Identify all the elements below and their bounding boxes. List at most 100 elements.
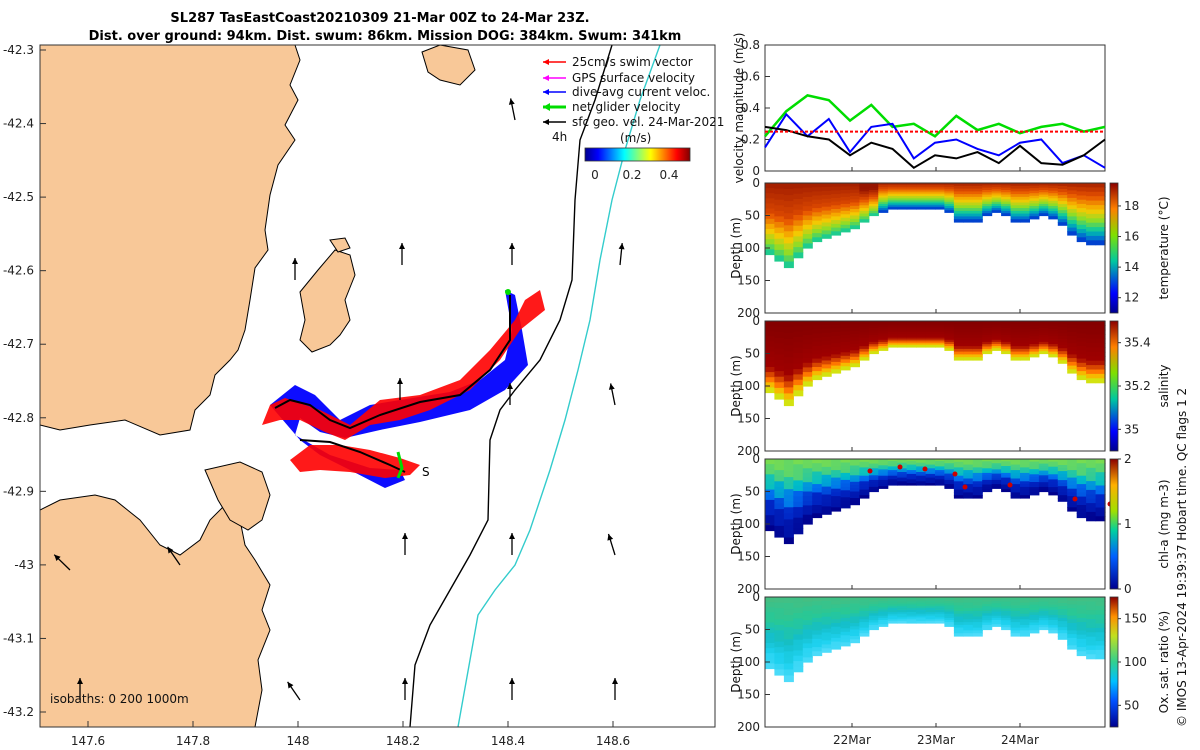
- profile-cell: [953, 616, 964, 620]
- profile-cell: [887, 207, 898, 210]
- profile-cell: [831, 354, 842, 359]
- profile-cell: [916, 199, 927, 203]
- profile-cell: [925, 468, 936, 471]
- profile-cell: [793, 602, 804, 609]
- profile-cell: [963, 605, 974, 609]
- profile-cell: [1048, 466, 1059, 470]
- velocity-ytick: 0: [752, 164, 760, 178]
- profile-cell: [897, 341, 908, 344]
- profile-cell: [868, 332, 879, 336]
- profile-cell: [1057, 213, 1068, 217]
- profile-cell: [765, 239, 775, 245]
- profile-cell: [1020, 323, 1030, 328]
- profile-cell: [972, 599, 983, 604]
- profile-cell: [991, 321, 1002, 324]
- profile-cell: [1020, 321, 1030, 325]
- profile-cell: [802, 325, 813, 331]
- profile-cell: [868, 463, 879, 467]
- profile-cell: [916, 194, 927, 197]
- profile-cell: [868, 328, 879, 331]
- profile-cell: [1038, 622, 1049, 626]
- profile-cell: [812, 479, 823, 485]
- profile-cell: [1010, 602, 1021, 606]
- profile-cell: [831, 611, 842, 617]
- profile-cell: [1029, 602, 1040, 606]
- profile-cell: [878, 331, 889, 335]
- profile-cell: [859, 354, 870, 358]
- chla-high-dot: [952, 471, 958, 477]
- chla-high-dot: [867, 468, 873, 474]
- time-tick-label: 23Mar: [917, 733, 955, 747]
- profile-cell: [793, 496, 804, 503]
- profile-cell: [982, 341, 993, 345]
- profile-cell: [793, 209, 804, 216]
- profile-cell: [953, 605, 964, 609]
- profile-cell: [1048, 331, 1059, 335]
- profile-cell: [963, 475, 974, 480]
- profile-cell: [840, 610, 851, 615]
- profile-cell: [1020, 619, 1030, 623]
- profile-cell: [878, 333, 889, 337]
- profile-cell: [783, 633, 794, 640]
- profile-cell: [783, 459, 794, 466]
- profile-cell: [925, 613, 936, 617]
- profile-cell: [793, 225, 804, 232]
- chla-panel-ytick: 50: [745, 485, 760, 499]
- profile-cell: [831, 630, 842, 635]
- profile-cell: [850, 481, 860, 486]
- profile-cell: [916, 330, 927, 333]
- time-tick-label: 22Mar: [833, 733, 871, 747]
- profile-cell: [1086, 463, 1097, 469]
- profile-cell: [1048, 492, 1059, 496]
- profile-cell: [944, 597, 955, 600]
- profile-cell: [925, 619, 936, 622]
- profile-cell: [1038, 459, 1049, 462]
- profile-cell: [774, 337, 785, 344]
- profile-cell: [1076, 471, 1087, 477]
- profile-cell: [1038, 323, 1049, 327]
- profile-cell: [887, 460, 898, 464]
- profile-cell: [1020, 478, 1030, 482]
- profile-cell: [868, 208, 879, 212]
- profile-cell: [1095, 351, 1106, 357]
- profile-cell: [925, 604, 936, 607]
- profile-cell: [774, 233, 785, 240]
- profile-cell: [1029, 487, 1040, 491]
- profile-cell: [812, 220, 823, 226]
- profile-cell: [793, 337, 804, 343]
- profile-cell: [783, 603, 794, 610]
- profile-cell: [906, 479, 917, 482]
- profile-cell: [972, 610, 983, 615]
- profile-cell: [1076, 375, 1087, 381]
- profile-cell: [906, 188, 917, 192]
- profile-cell: [1057, 192, 1068, 196]
- profile-cell: [850, 616, 860, 621]
- profile-cell: [1038, 201, 1049, 205]
- profile-cell: [982, 627, 993, 631]
- profile-cell: [972, 216, 983, 220]
- sfc-geo-arrowhead: [612, 678, 618, 684]
- profile-cell: [1067, 630, 1078, 635]
- profile-cell: [1020, 194, 1030, 198]
- profile-cell: [897, 335, 908, 339]
- profile-cell: [783, 501, 794, 508]
- profile-cell: [925, 597, 936, 600]
- profile-cell: [840, 362, 851, 367]
- profile-cell: [925, 207, 936, 210]
- profile-cell: [868, 627, 879, 631]
- profile-cell: [887, 479, 898, 482]
- profile-cell: [1095, 209, 1106, 215]
- profile-cell: [859, 478, 870, 482]
- profile-cell: [868, 321, 879, 324]
- profile-cell: [1038, 489, 1049, 493]
- profile-cell: [963, 202, 974, 206]
- profile-cell: [1067, 361, 1078, 367]
- map-colorbar-tick-1: 0.2: [622, 168, 641, 182]
- profile-cell: [887, 483, 898, 486]
- profile-cell: [953, 202, 964, 206]
- svg-text:net glider velocity: net glider velocity: [572, 100, 680, 114]
- profile-cell: [765, 356, 775, 363]
- profile-cell: [1057, 333, 1068, 337]
- profile-cell: [916, 464, 927, 468]
